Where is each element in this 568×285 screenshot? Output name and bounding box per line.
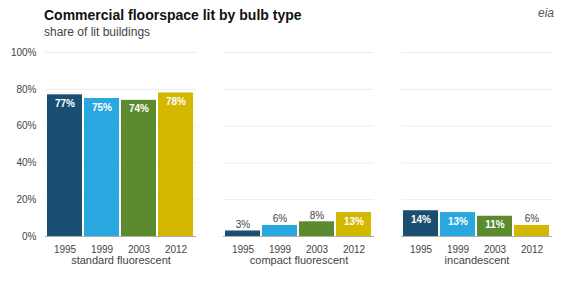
svg-text:1999: 1999 <box>91 244 114 255</box>
svg-text:13%: 13% <box>344 216 364 227</box>
svg-text:74%: 74% <box>129 103 149 114</box>
svg-text:78%: 78% <box>166 96 186 107</box>
svg-text:100%: 100% <box>11 47 37 58</box>
svg-text:incandescent: incandescent <box>445 254 510 266</box>
svg-text:3%: 3% <box>236 219 251 230</box>
svg-text:14%: 14% <box>411 214 431 225</box>
html-text:eia: eia <box>538 6 554 20</box>
html-text:Commercial floorspace lit by b: Commercial floorspace lit by bulb type <box>44 7 302 23</box>
svg-text:1995: 1995 <box>232 244 255 255</box>
svg-text:2012: 2012 <box>165 244 188 255</box>
svg-text:2003: 2003 <box>484 244 507 255</box>
svg-text:2012: 2012 <box>343 244 366 255</box>
svg-text:80%: 80% <box>16 84 36 95</box>
svg-text:11%: 11% <box>485 219 505 230</box>
svg-text:1999: 1999 <box>269 244 292 255</box>
svg-text:8%: 8% <box>310 210 325 221</box>
svg-text:40%: 40% <box>16 157 36 168</box>
svg-text:2003: 2003 <box>306 244 329 255</box>
svg-text:77%: 77% <box>55 98 75 109</box>
svg-text:75%: 75% <box>92 102 112 113</box>
svg-text:13%: 13% <box>448 216 468 227</box>
html-text:share of lit buildings: share of lit buildings <box>44 25 151 39</box>
svg-text:6%: 6% <box>525 213 540 224</box>
svg-text:60%: 60% <box>16 120 36 131</box>
svg-text:compact fluorescent: compact fluorescent <box>250 254 348 266</box>
svg-text:0%: 0% <box>22 231 37 242</box>
svg-text:1995: 1995 <box>410 244 433 255</box>
svg-text:1999: 1999 <box>447 244 470 255</box>
svg-text:standard fluorescent: standard fluorescent <box>71 254 171 266</box>
svg-text:6%: 6% <box>273 213 288 224</box>
svg-text:1995: 1995 <box>54 244 77 255</box>
svg-text:2003: 2003 <box>128 244 151 255</box>
svg-text:2012: 2012 <box>521 244 544 255</box>
svg-text:20%: 20% <box>16 194 36 205</box>
